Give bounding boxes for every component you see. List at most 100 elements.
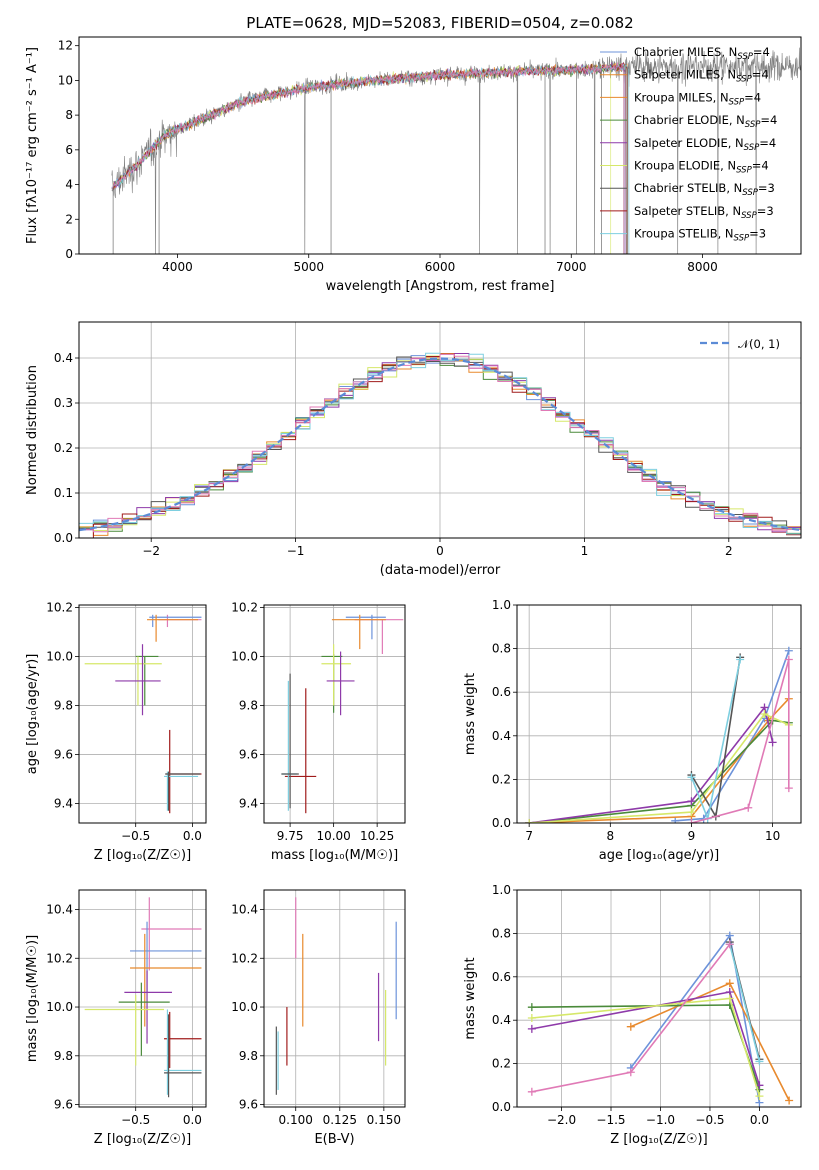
x-tick-label: −1.5: [596, 1113, 625, 1127]
y-tick-label: 10: [58, 73, 73, 87]
legend-entry-subscript: SSP: [734, 234, 750, 244]
mass-weight-vs-metallicity-panel: −2.0 −1.5 −1.0 −0.5 0.0 0.0 0.2 0.4 0.6 0.8 1.0 Z […: [463, 883, 802, 1147]
mass-weight-marker: [525, 819, 534, 823]
legend-entry-subscript: SSP: [741, 211, 757, 221]
y-tick-label: 10.2: [46, 600, 73, 614]
error-bar-point: [331, 614, 386, 650]
legend-entry-tail: =4: [744, 90, 761, 104]
plot-area: [84, 614, 202, 814]
legend-entry: Chabrier MILES, NSSP=4: [634, 45, 770, 62]
error-bar-point: [345, 614, 386, 640]
age-vs-metallicity-panel: −0.5 0.0 9.4 9.6 9.8 10.0 10.2 Z [log₁₀(Z/Z☉)] a…: [25, 600, 207, 863]
y-tick-label: 0.3: [54, 396, 73, 410]
error-bar-point: [84, 994, 165, 1066]
y-tick-label: 10.4: [46, 903, 73, 917]
y-tick-label: 0.6: [492, 970, 511, 984]
error-bar-point: [281, 680, 298, 811]
y-tick-label: 0.4: [492, 1013, 511, 1027]
ticks: 4000 5000 6000 7000 8000 0 2 4 6 8 10 12: [58, 39, 718, 274]
y-tick-label: 9.6: [54, 747, 73, 761]
ticks: 9.75 10.00 10.25 9.4 9.6 9.8 10.0 10.2: [231, 600, 394, 843]
mass-weight-series: [671, 646, 793, 823]
mass-weight-marker: [527, 1024, 536, 1033]
mass-weight-series: [525, 716, 793, 823]
y-tick-label: 0.2: [492, 772, 511, 786]
mass-weight-marker: [784, 784, 793, 793]
error-bar-point: [149, 614, 202, 628]
y-tick-label: 0: [65, 247, 73, 261]
ticks: 7 8 9 10 0.0 0.2 0.4 0.6 0.8 1.0: [492, 598, 780, 843]
axes-frame: [516, 604, 802, 824]
model-spectrum-line: [111, 61, 627, 254]
legend-entry-subscript: SSP: [736, 75, 752, 85]
legend-entry-main: Salpeter STELIB, N: [634, 204, 741, 218]
grid: [264, 605, 405, 823]
error-bar-point: [164, 771, 199, 811]
error-bar-point: [166, 729, 202, 814]
legend-entry-main: Kroupa STELIB, N: [634, 227, 734, 241]
y-tick-label: 0.2: [54, 441, 73, 455]
x-tick-label: 5000: [293, 260, 324, 274]
y-axis-label: Normed distribution: [25, 365, 40, 495]
legend-entry-subscript: SSP: [742, 188, 758, 198]
mass-weight-marker: [785, 1096, 794, 1105]
y-tick-label: 10.2: [46, 951, 73, 965]
legend-entry-main: Kroupa MILES, N: [634, 90, 729, 104]
legend-entry: Salpeter MILES, NSSP=4: [634, 68, 769, 85]
x-tick-label: −0.5: [695, 1113, 724, 1127]
x-tick-label: −1: [287, 544, 305, 558]
y-tick-label: 9.8: [54, 698, 73, 712]
y-tick-label: 1.0: [492, 883, 511, 897]
y-tick-label: 0.2: [492, 1057, 511, 1071]
axes-frame: [516, 889, 802, 1108]
mass-weight-line: [691, 659, 790, 823]
error-bar-point: [164, 1009, 202, 1095]
legend-entry-subscript: SSP: [737, 52, 753, 62]
x-tick-label: 7: [525, 829, 533, 843]
y-tick-label: 10.0: [46, 1000, 73, 1014]
y-tick-label: 2: [65, 212, 73, 226]
y-tick-label: 9.6: [239, 1098, 258, 1112]
grid: [79, 890, 206, 1107]
error-bar-point: [164, 1014, 202, 1098]
legend-entry: Chabrier STELIB, NSSP=3: [634, 181, 775, 198]
x-tick-label: −2.0: [547, 1113, 576, 1127]
mass-weight-marker: [687, 808, 696, 817]
mass-vs-metallicity-panel: −0.5 0.0 9.6 9.8 10.0 10.2 10.4 Z [log₁₀(Z/Z☉)]…: [25, 889, 207, 1147]
mass-weight-marker: [687, 773, 696, 782]
spectrum-legend: Chabrier MILES, NSSP=4 Salpeter MILES, NS…: [600, 45, 777, 244]
mass-weight-marker: [755, 1092, 764, 1101]
y-tick-label: 1.0: [492, 598, 511, 612]
legend-entry: Chabrier ELODIE, NSSP=4: [634, 113, 777, 130]
y-axis-label: age [log₁₀(age/yr)]: [25, 654, 40, 775]
x-tick-label: 8000: [687, 260, 718, 274]
y-tick-label: 10.0: [231, 1000, 258, 1014]
error-bar-point: [326, 651, 355, 716]
y-tick-label: 0.6: [492, 685, 511, 699]
y-tick-label: 10.4: [231, 903, 258, 917]
axes-frame: [263, 604, 406, 824]
y-tick-label: 6: [65, 143, 73, 157]
x-tick-label: 0.100: [279, 1113, 313, 1127]
model-spectrum-line: [111, 62, 625, 254]
y-tick-label: 10.2: [231, 600, 258, 614]
error-bar-point: [147, 614, 199, 642]
x-axis-label: Z [log₁₀(Z/Z☉)]: [94, 1132, 191, 1147]
mass-weight-marker: [671, 816, 680, 823]
x-tick-label: −2: [142, 544, 160, 558]
mass-weight-vs-age-panel: 7 8 9 10 0.0 0.2 0.4 0.6 0.8 1.0 age [log₁₀(age/yr…: [463, 598, 802, 863]
error-bar-point: [321, 644, 352, 706]
legend-entry: Kroupa STELIB, NSSP=3: [634, 227, 766, 244]
error-bar-point: [158, 614, 202, 628]
x-axis-label: Z [log₁₀(Z/Z☉)]: [94, 848, 191, 863]
mass-weight-marker: [527, 1003, 536, 1012]
mass-weight-marker: [768, 738, 777, 747]
y-tick-label: 0.8: [492, 926, 511, 940]
axes-frame: [78, 889, 207, 1108]
x-tick-label: 10.00: [316, 829, 350, 843]
x-tick-label: 0.0: [183, 1113, 202, 1127]
mass-weight-marker: [687, 797, 696, 806]
legend-entry: Kroupa MILES, NSSP=4: [634, 90, 761, 107]
ticks: −0.5 0.0 9.6 9.8 10.0 10.2 10.4: [46, 903, 202, 1127]
ticks: 0.100 0.125 0.150 9.6 9.8 10.0 10.2 10.4: [231, 903, 401, 1127]
